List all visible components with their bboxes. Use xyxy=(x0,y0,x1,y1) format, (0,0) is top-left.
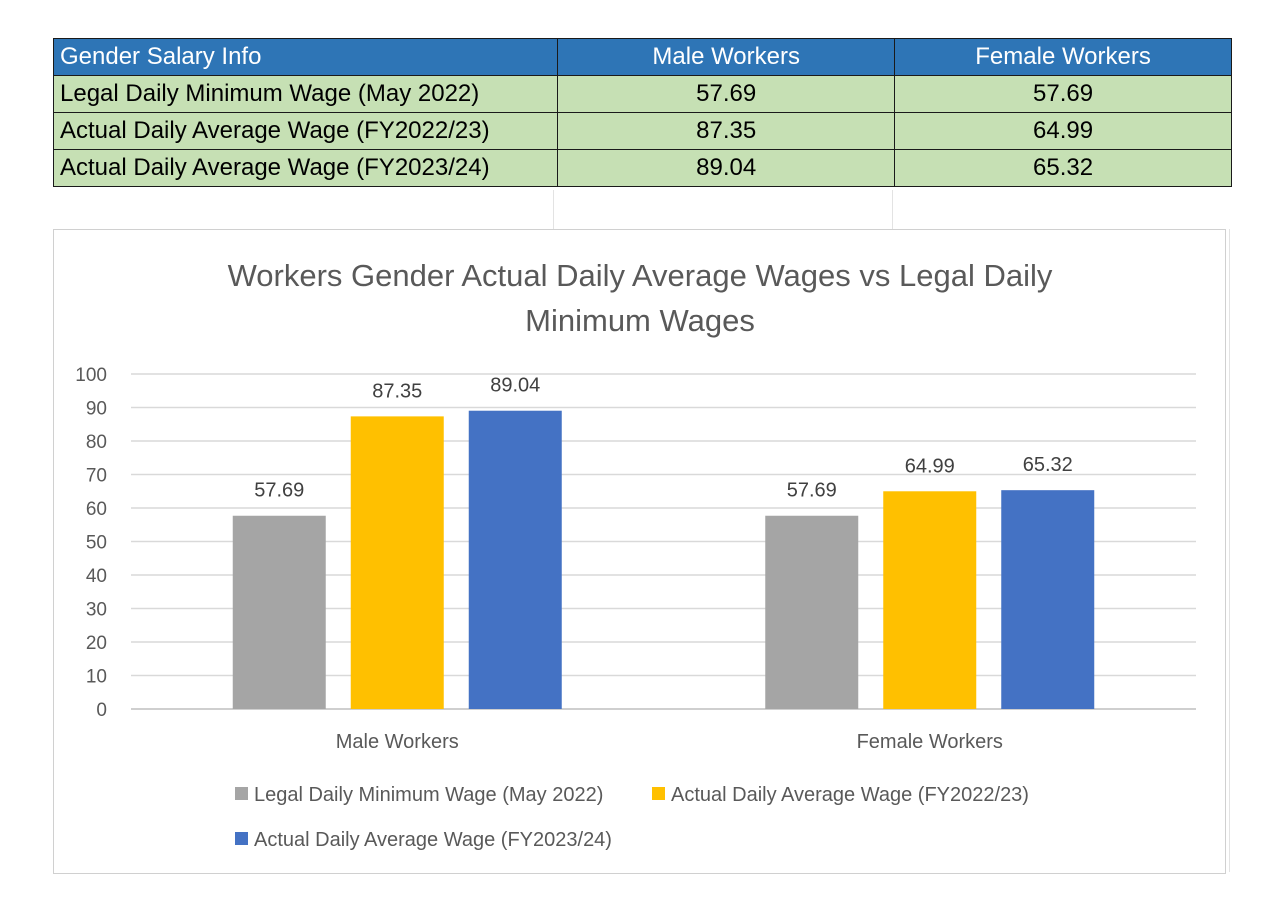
y-tick-label: 20 xyxy=(86,633,107,654)
row-label-cell[interactable]: Legal Daily Minimum Wage (May 2022) xyxy=(52,75,559,113)
y-tick-label: 10 xyxy=(86,667,107,688)
bar xyxy=(468,410,562,709)
sheet-gridline xyxy=(1229,229,1230,872)
header-cell-male[interactable]: Male Workers xyxy=(557,38,896,76)
legend-label: Actual Daily Average Wage (FY2022/23) xyxy=(671,784,1029,806)
bar xyxy=(350,416,444,709)
sheet-gridline xyxy=(892,190,893,229)
table-header-row: Gender Salary Info Male Workers Female W… xyxy=(52,38,1232,76)
bar-chart: Workers Gender Actual Daily Average Wage… xyxy=(75,258,1196,851)
y-tick-label: 60 xyxy=(86,499,107,520)
bar xyxy=(1001,490,1095,709)
y-tick-label: 90 xyxy=(86,399,107,420)
legend-swatch xyxy=(235,787,248,800)
data-label: 57.69 xyxy=(787,480,837,502)
y-tick-label: 0 xyxy=(96,700,107,721)
gender-salary-table: Gender Salary Info Male Workers Female W… xyxy=(52,38,1232,187)
y-tick-label: 80 xyxy=(86,432,107,453)
chart-title: Minimum Wages xyxy=(525,303,755,338)
table-row: Legal Daily Minimum Wage (May 2022) 57.6… xyxy=(52,75,1232,113)
header-cell-female[interactable]: Female Workers xyxy=(894,38,1232,76)
table-row: Actual Daily Average Wage (FY2022/23) 87… xyxy=(52,112,1232,150)
x-tick-label: Male Workers xyxy=(336,731,459,753)
sheet-gridline xyxy=(553,190,554,229)
female-value-cell[interactable]: 64.99 xyxy=(894,112,1232,150)
legend-label: Legal Daily Minimum Wage (May 2022) xyxy=(254,784,603,806)
female-value-cell[interactable]: 57.69 xyxy=(894,75,1232,113)
male-value-cell[interactable]: 57.69 xyxy=(557,75,896,113)
legend-swatch xyxy=(235,832,248,845)
data-label: 89.04 xyxy=(490,375,540,397)
chart-area[interactable]: Workers Gender Actual Daily Average Wage… xyxy=(53,229,1226,874)
y-tick-label: 50 xyxy=(86,533,107,554)
x-tick-label: Female Workers xyxy=(857,731,1003,753)
row-label-cell[interactable]: Actual Daily Average Wage (FY2023/24) xyxy=(52,149,559,187)
male-value-cell[interactable]: 87.35 xyxy=(557,112,896,150)
header-cell-info[interactable]: Gender Salary Info xyxy=(52,38,559,76)
table-row: Actual Daily Average Wage (FY2023/24) 89… xyxy=(52,149,1232,187)
y-tick-label: 100 xyxy=(75,365,107,386)
bar xyxy=(883,491,977,709)
legend-label: Actual Daily Average Wage (FY2023/24) xyxy=(254,829,612,851)
bar xyxy=(765,515,859,709)
female-value-cell[interactable]: 65.32 xyxy=(894,149,1232,187)
data-label: 65.32 xyxy=(1023,454,1073,476)
data-label: 57.69 xyxy=(254,480,304,502)
data-label: 87.35 xyxy=(372,380,422,402)
y-tick-label: 30 xyxy=(86,600,107,621)
chart-title: Workers Gender Actual Daily Average Wage… xyxy=(228,258,1053,293)
bar xyxy=(232,515,326,709)
row-label-cell[interactable]: Actual Daily Average Wage (FY2022/23) xyxy=(52,112,559,150)
y-tick-label: 40 xyxy=(86,566,107,587)
y-tick-label: 70 xyxy=(86,466,107,487)
male-value-cell[interactable]: 89.04 xyxy=(557,149,896,187)
legend-swatch xyxy=(652,787,665,800)
data-label: 64.99 xyxy=(905,455,955,477)
